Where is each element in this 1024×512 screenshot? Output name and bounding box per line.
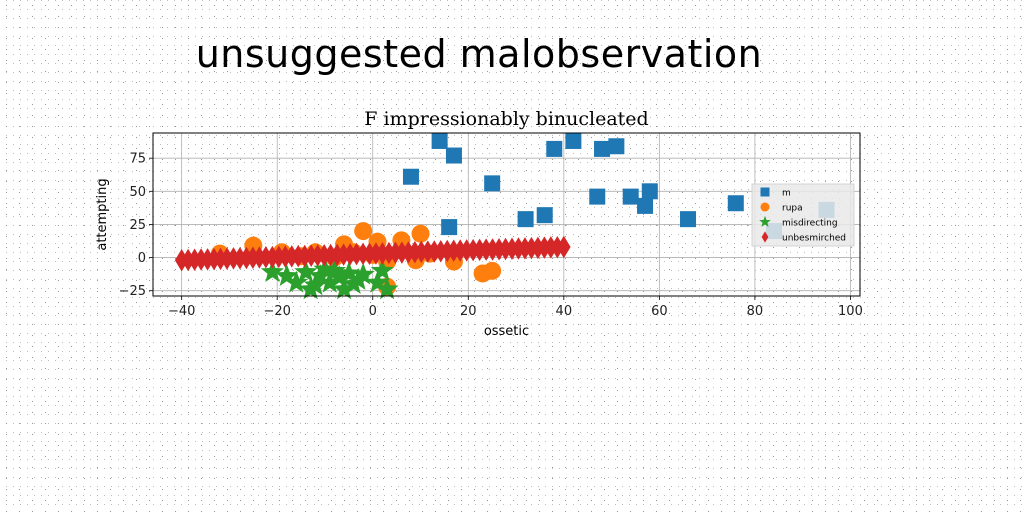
data-point [608,138,625,155]
y-tick-label: 0 [138,251,146,266]
data-point [589,188,606,205]
legend-marker [760,202,770,212]
data-point [303,273,327,296]
data-point [622,188,639,205]
data-point [370,258,394,281]
data-point [332,277,356,300]
data-point [727,195,744,212]
x-tick-label: 60 [651,304,668,319]
x-tick-label: 20 [460,304,477,319]
data-point [483,261,502,280]
data-point [680,211,697,228]
legend: m rupa misdirecting unbesmirched [751,183,855,247]
data-point [557,235,571,259]
x-tick-label: −20 [263,304,290,319]
data-point [365,270,390,293]
figure-suptitle: unsuggested malobservation [195,32,763,76]
data-point [445,147,462,164]
axis-ticks: −40 −20 0 20 40 60 80 100 −25 0 25 50 75 [119,152,863,319]
data-point [431,132,448,149]
data-point [375,277,399,300]
series-misdirecting [260,257,399,300]
data-point [260,260,284,282]
legend-entry-label: misdirecting [782,219,838,229]
x-tick-label: 0 [369,304,377,319]
data-point [565,132,582,149]
data-point [275,263,299,286]
data-point [313,257,337,280]
legend-entry-label: rupa [782,204,803,214]
data-point [536,207,553,224]
data-point [517,211,534,228]
data-point [351,262,375,285]
x-tick-label: 100 [838,304,863,319]
y-tick-label: −25 [119,284,146,299]
data-point [294,260,318,282]
series-unbesmirched [174,235,571,272]
data-point [441,219,458,236]
x-tick-label: 40 [556,304,573,319]
y-tick-label: 50 [129,185,146,200]
legend-entry-label: unbesmirched [782,234,846,244]
data-point [546,140,563,157]
y-tick-label: 25 [129,218,146,233]
y-tick-label: 75 [129,152,146,167]
legend-marker [760,187,770,197]
data-point [411,224,430,243]
data-point [637,197,654,214]
plot-area [174,132,835,300]
y-axis-label: attempting [95,178,110,250]
data-point [284,270,308,293]
data-point [641,183,658,200]
data-point [354,222,373,241]
x-tick-label: −40 [168,304,195,319]
legend-marker [761,231,769,243]
chart-title: F impressionably binucleated [364,108,648,130]
x-axis-label: ossetic [484,324,529,339]
data-point [484,175,501,192]
data-point [327,265,351,288]
legend-marker [759,215,771,227]
axes-frame [152,132,861,297]
data-point [337,261,361,284]
x-tick-label: 80 [747,304,764,319]
data-point [322,258,347,281]
data-point [594,140,611,157]
legend-entry-label: m [782,189,791,199]
data-point [402,168,419,185]
data-point [318,270,342,293]
